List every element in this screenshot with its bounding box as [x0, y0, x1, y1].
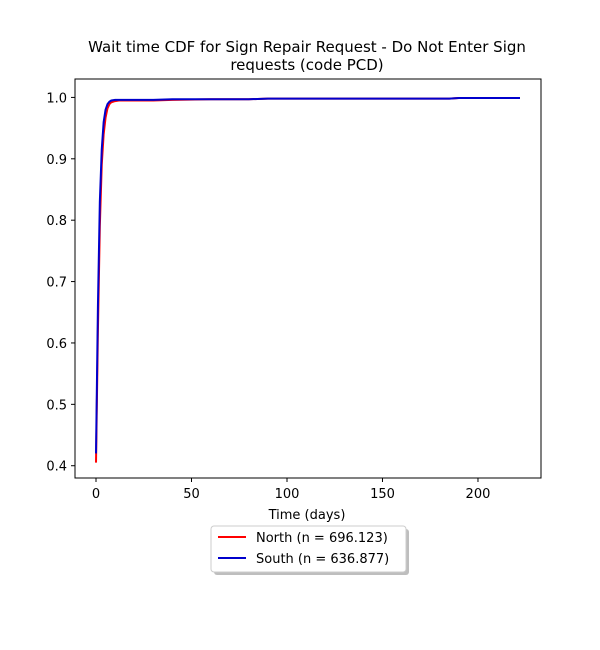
plot-area-frame — [74, 78, 542, 479]
chart-title-line-1: Wait time CDF for Sign Repair Request - … — [88, 38, 526, 56]
x-tick-label: 200 — [466, 487, 491, 502]
y-tick-label: 0.5 — [46, 398, 67, 413]
y-tick-label: 0.9 — [46, 153, 67, 168]
x-tick-label: 150 — [370, 487, 395, 502]
y-tick-label: 0.7 — [46, 276, 67, 291]
legend-label-north: North (n = 696.123) — [256, 531, 388, 546]
y-tick-label: 0.6 — [46, 337, 67, 352]
x-tick-label: 0 — [92, 487, 100, 502]
series-line-south — [95, 97, 520, 454]
x-axis-label: Time (days) — [268, 508, 346, 523]
x-tick-label: 50 — [183, 487, 200, 502]
y-tick-label: 0.4 — [46, 460, 67, 475]
chart-title-line-2: requests (code PCD) — [230, 56, 383, 74]
x-tick-label: 100 — [275, 487, 300, 502]
x-axis-ticks: 0 50 100 150 200 — [92, 478, 491, 502]
y-tick-label: 1.0 — [46, 91, 67, 106]
legend: North (n = 696.123) South (n = 636.877) — [210, 525, 409, 575]
y-tick-label: 0.8 — [46, 214, 67, 229]
series-line-north — [95, 97, 520, 463]
legend-label-south: South (n = 636.877) — [256, 552, 389, 567]
y-axis-ticks: 0.4 0.5 0.6 0.7 0.8 0.9 1.0 — [46, 91, 75, 475]
series-lines — [95, 97, 520, 463]
